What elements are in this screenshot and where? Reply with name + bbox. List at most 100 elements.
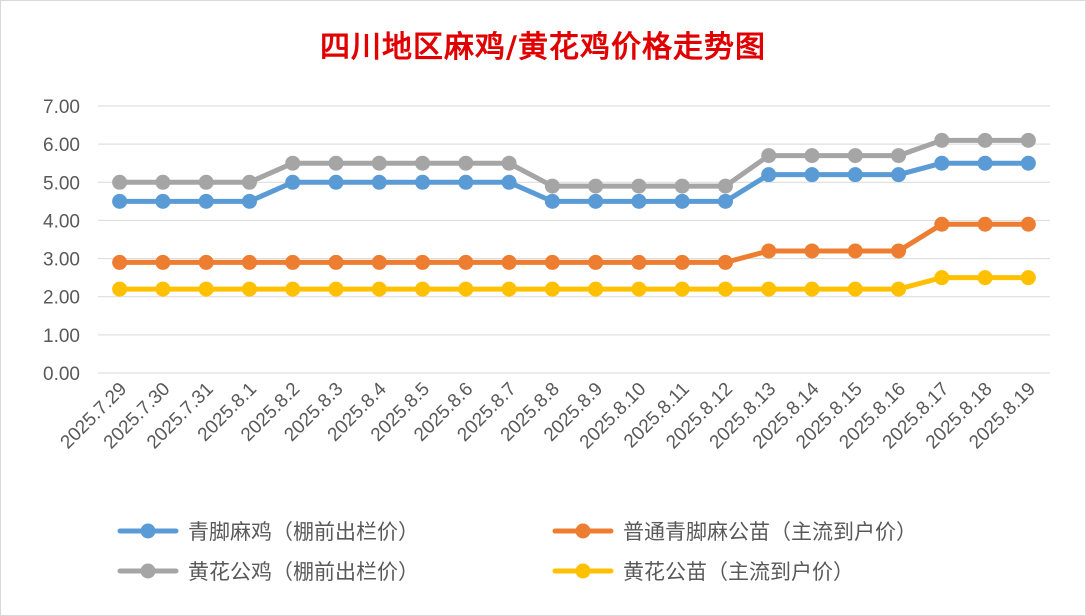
data-point <box>544 254 560 270</box>
series-line <box>117 160 1031 204</box>
legend-swatch-marker <box>575 563 591 579</box>
data-point <box>717 193 733 209</box>
legend-swatch-marker <box>140 523 156 539</box>
legend-label: 青脚麻鸡（棚前出栏价） <box>188 520 419 544</box>
data-point <box>674 178 690 194</box>
data-point <box>804 148 820 164</box>
data-point <box>891 243 907 259</box>
data-point <box>285 155 301 171</box>
data-point <box>198 174 214 190</box>
legend-swatch-marker <box>140 563 156 579</box>
data-point <box>588 281 604 297</box>
data-point <box>804 243 820 259</box>
data-point <box>588 178 604 194</box>
data-point <box>415 254 431 270</box>
y-tick-label: 0.00 <box>43 364 80 385</box>
data-point <box>328 155 344 171</box>
legend: 青脚麻鸡（棚前出栏价） 普通青脚麻公苗（主流到户价） 黄花公鸡（棚前出栏价） 黄花公苗… <box>117 520 917 584</box>
data-point <box>674 254 690 270</box>
data-point <box>112 281 128 297</box>
data-point <box>371 281 387 297</box>
data-point <box>761 148 777 164</box>
legend-label: 黄花公鸡（棚前出栏价） <box>188 560 419 584</box>
data-point <box>328 281 344 297</box>
legend-item: 青脚麻鸡（棚前出栏价） <box>117 520 419 544</box>
data-point <box>934 216 950 232</box>
data-point <box>977 270 993 286</box>
data-point <box>588 254 604 270</box>
data-point <box>328 254 344 270</box>
data-point <box>674 281 690 297</box>
data-point <box>544 281 560 297</box>
data-point <box>501 281 517 297</box>
series-line <box>117 221 1031 265</box>
data-point <box>458 281 474 297</box>
y-tick-label: 7.00 <box>43 97 80 118</box>
y-tick-label: 4.00 <box>43 211 80 232</box>
series-2 <box>112 132 1036 194</box>
data-point <box>371 174 387 190</box>
data-point <box>717 281 733 297</box>
data-point <box>934 155 950 171</box>
chart-title: 四川地区麻鸡/黄花鸡价格走势图 <box>320 30 766 65</box>
data-point <box>934 270 950 286</box>
legend-swatch-marker <box>575 523 591 539</box>
data-point <box>847 281 863 297</box>
data-point <box>1020 132 1036 148</box>
data-point <box>804 281 820 297</box>
data-point <box>934 132 950 148</box>
data-point <box>501 254 517 270</box>
data-point <box>631 178 647 194</box>
data-point <box>285 281 301 297</box>
data-point <box>241 281 257 297</box>
data-point <box>371 254 387 270</box>
data-point <box>415 174 431 190</box>
data-point <box>501 174 517 190</box>
data-point <box>761 167 777 183</box>
series-lines <box>112 132 1036 297</box>
data-point <box>891 148 907 164</box>
data-point <box>155 193 171 209</box>
data-point <box>155 281 171 297</box>
data-point <box>544 178 560 194</box>
gridlines <box>98 105 1050 374</box>
data-point <box>977 216 993 232</box>
y-tick-label: 1.00 <box>43 326 80 347</box>
legend-item: 黄花公苗（主流到户价） <box>552 560 854 584</box>
data-point <box>112 254 128 270</box>
data-point <box>674 193 690 209</box>
data-point <box>198 254 214 270</box>
data-point <box>891 167 907 183</box>
data-point <box>544 193 560 209</box>
data-point <box>241 174 257 190</box>
data-point <box>588 193 604 209</box>
data-point <box>328 174 344 190</box>
legend-item: 黄花公鸡（棚前出栏价） <box>117 560 419 584</box>
data-point <box>717 178 733 194</box>
series-3 <box>112 270 1036 297</box>
data-point <box>458 174 474 190</box>
data-point <box>847 243 863 259</box>
data-point <box>631 281 647 297</box>
y-tick-label: 2.00 <box>43 288 80 309</box>
data-point <box>761 243 777 259</box>
data-point <box>761 281 777 297</box>
data-point <box>631 254 647 270</box>
data-point <box>198 193 214 209</box>
data-point <box>891 281 907 297</box>
legend-label: 黄花公苗（主流到户价） <box>623 560 854 584</box>
data-point <box>458 254 474 270</box>
data-point <box>155 254 171 270</box>
y-axis-ticks: 0.00 1.00 2.00 3.00 4.00 5.00 6.00 7.00 <box>43 97 80 385</box>
legend-item: 普通青脚麻公苗（主流到户价） <box>552 520 917 544</box>
data-point <box>112 174 128 190</box>
data-point <box>285 174 301 190</box>
y-tick-label: 3.00 <box>43 250 80 271</box>
data-point <box>847 148 863 164</box>
series-1 <box>112 216 1036 270</box>
legend-label: 普通青脚麻公苗（主流到户价） <box>623 520 917 544</box>
data-point <box>198 281 214 297</box>
x-axis-ticks: 2025.7.292025.7.302025.7.312025.8.12025.… <box>57 378 1040 453</box>
